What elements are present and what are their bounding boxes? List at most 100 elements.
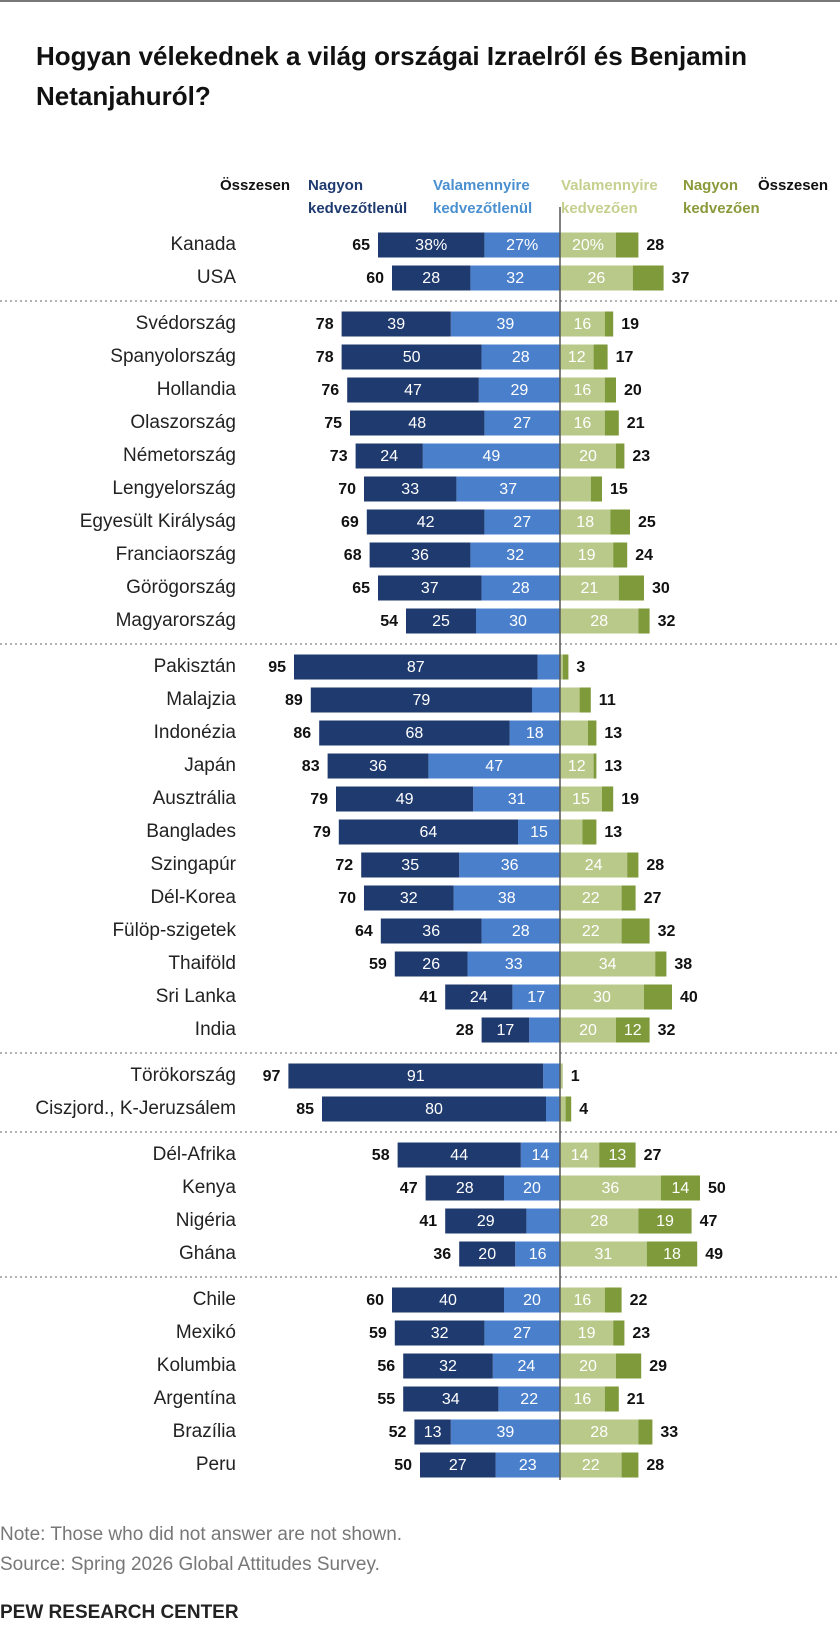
bar-segment	[355, 443, 423, 469]
category-label: Thaiföld	[168, 953, 236, 974]
bar-segment	[310, 687, 532, 713]
total-label: 15	[610, 481, 628, 498]
value-label: 15	[530, 824, 548, 841]
category-label: Szingapúr	[150, 854, 236, 875]
bar-segment	[492, 1353, 560, 1379]
value-label: 22	[520, 1391, 538, 1408]
total-label: 41	[419, 1213, 437, 1230]
value-label: 28	[590, 613, 608, 630]
category-label: Ausztrália	[153, 788, 237, 809]
value-label: 37	[421, 580, 439, 597]
bar-segment	[560, 1142, 600, 1168]
bar-segment	[560, 542, 614, 568]
bar-segment	[560, 377, 605, 403]
bar-segment	[560, 786, 602, 812]
value-label: 28	[590, 1424, 608, 1441]
total-label: 41	[419, 989, 437, 1006]
bar-segment	[560, 753, 594, 779]
bar-segment	[560, 443, 616, 469]
value-label: 18	[526, 725, 544, 742]
category-label: Kenya	[182, 1177, 236, 1198]
bar-segment	[369, 542, 471, 568]
bar-segment	[660, 1175, 700, 1201]
total-label: 30	[652, 580, 670, 597]
bar-segment	[336, 786, 474, 812]
value-label: 16	[574, 1391, 592, 1408]
total-label: 17	[616, 349, 634, 366]
value-label: 19	[578, 547, 596, 564]
bar-segment	[361, 852, 460, 878]
bar-segment	[560, 1175, 661, 1201]
value-label: 91	[407, 1068, 425, 1085]
bar-segment	[341, 311, 451, 337]
legend-entry: Valamennyire kedvezőtlenül	[433, 177, 533, 217]
total-label: 85	[296, 1101, 314, 1118]
bar-segment	[467, 951, 560, 977]
value-label: 17	[497, 1022, 515, 1039]
value-label: 22	[582, 1457, 600, 1474]
bar-segment	[560, 1241, 647, 1267]
value-label: 37	[499, 481, 517, 498]
total-label: 70	[338, 890, 356, 907]
value-label: 34	[599, 956, 617, 973]
category-label: Ghána	[179, 1243, 236, 1264]
total-label: 29	[649, 1358, 667, 1375]
value-label: 36	[369, 758, 387, 775]
bar-segment	[366, 509, 485, 535]
bar-segment	[613, 1320, 625, 1346]
bar-segment	[428, 753, 560, 779]
bar-segment	[509, 720, 560, 746]
total-label: 13	[604, 725, 622, 742]
bar-segment	[392, 265, 471, 291]
bar-segment	[392, 1287, 504, 1313]
total-label: 56	[377, 1358, 395, 1375]
category-label: Dél-Korea	[150, 887, 236, 908]
bar-segment	[560, 575, 619, 601]
bar-segment	[590, 476, 602, 502]
bar-segment	[470, 265, 560, 291]
total-label: 24	[635, 547, 653, 564]
bar-segment	[378, 232, 485, 258]
total-label: 40	[680, 989, 698, 1006]
value-label: 30	[509, 613, 527, 630]
bar-segment	[414, 1419, 451, 1445]
category-label: Németország	[123, 445, 236, 466]
bar-segment	[394, 951, 468, 977]
category-label: Banglades	[146, 821, 236, 842]
bar-segment	[450, 311, 560, 337]
total-label: 4	[579, 1101, 588, 1118]
bar-segment	[481, 575, 560, 601]
category-label: Chile	[193, 1289, 236, 1310]
bar-segment	[350, 410, 485, 436]
total-label: 50	[708, 1180, 726, 1197]
category-label: Nigéria	[176, 1210, 237, 1231]
value-label: 14	[571, 1147, 589, 1164]
total-label: 75	[324, 415, 342, 432]
bar-segment	[453, 885, 560, 911]
value-label: 34	[442, 1391, 460, 1408]
total-label: 83	[302, 758, 320, 775]
value-label: 15	[572, 791, 590, 808]
total-label: 19	[621, 791, 639, 808]
bar-segment	[364, 885, 454, 911]
bar-segment	[560, 918, 622, 944]
value-label: 35	[401, 857, 419, 874]
bar-segment	[546, 1096, 560, 1122]
bar-segment	[397, 1142, 521, 1168]
bar-segment	[560, 1353, 616, 1379]
bar-segment	[560, 1017, 616, 1043]
source: Source: Spring 2026 Global Attitudes Sur…	[0, 1554, 380, 1575]
bar-segment	[560, 1063, 563, 1089]
category-label: Argentína	[154, 1388, 237, 1409]
bar-segment	[504, 1287, 560, 1313]
value-label: 13	[424, 1424, 442, 1441]
bar-segment	[288, 1063, 544, 1089]
total-label: 1	[571, 1068, 580, 1085]
bar-segment	[450, 1419, 560, 1445]
legend-total-left: Összesen	[219, 177, 290, 194]
value-label: 28	[422, 270, 440, 287]
bar-segment	[560, 1287, 605, 1313]
value-label: 14	[532, 1147, 550, 1164]
category-label: Franciaország	[116, 544, 236, 565]
